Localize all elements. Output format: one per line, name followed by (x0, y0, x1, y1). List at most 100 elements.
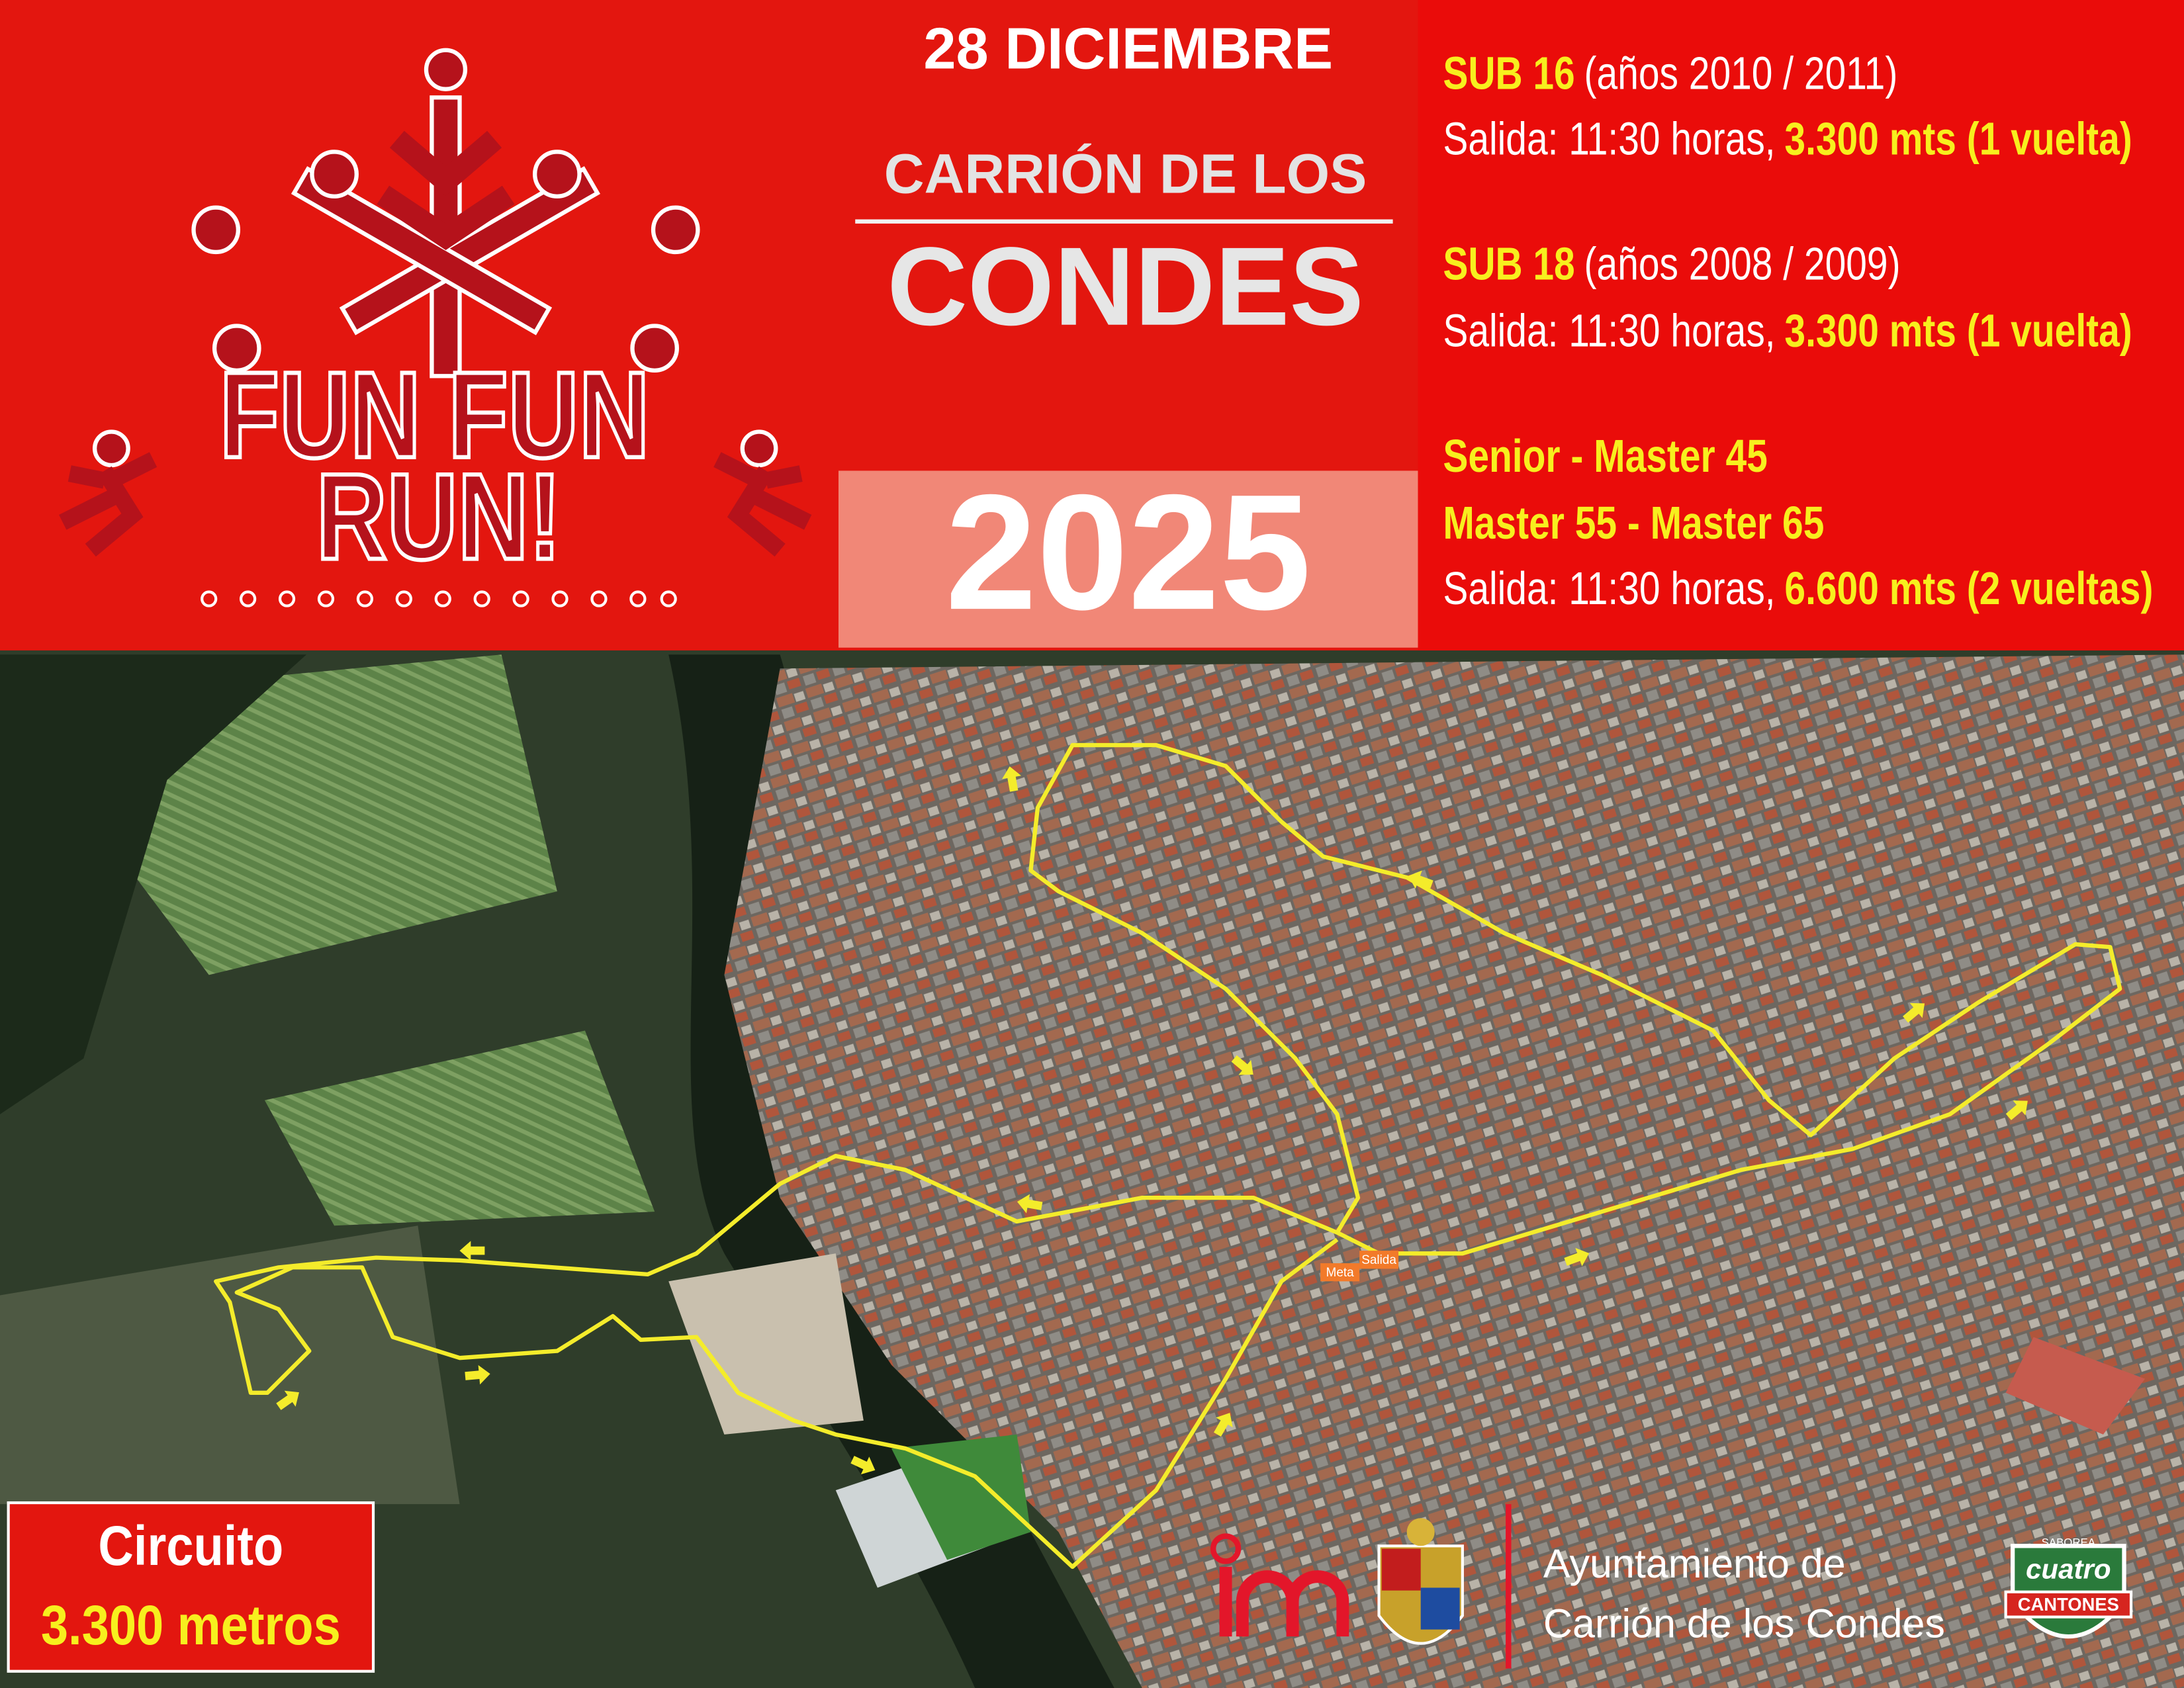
logo (59, 48, 812, 557)
start-time: Salida: 11:30 horas, (1443, 564, 1775, 615)
logo-part-part (651, 205, 700, 255)
category-name: Senior - Master 45 (1443, 431, 1767, 482)
direction-arrows-part (276, 1390, 299, 1411)
logo-title: FUN FUN (220, 346, 650, 484)
logo-title: RUN! (316, 448, 561, 586)
logo-part-part (310, 150, 359, 199)
logo-dots-part (434, 590, 451, 607)
sponsor-logos-part (1381, 1548, 1421, 1591)
category-years: (años 2010 / 2011) (1584, 48, 1898, 99)
sponsor-logos (1210, 1504, 1512, 1669)
logo-dots-part (512, 590, 529, 607)
logo-dots-part (356, 590, 374, 607)
sponsor-logos-part-part (1219, 1566, 1349, 1637)
brand-tagline: SABOREA (2042, 1536, 2096, 1549)
town-name: CONDES (887, 224, 1363, 349)
finish-label: Meta (1326, 1266, 1355, 1280)
distance: 3.300 mts (1 vuelta) (1784, 306, 2132, 357)
logo-dots-part (239, 590, 257, 607)
info-panel (1418, 0, 2184, 650)
logo-part-part (377, 185, 515, 251)
finish-marker (1320, 1263, 1360, 1282)
logo-part-part (630, 324, 679, 373)
council-name: Carrión de los Condes (1543, 1601, 1945, 1646)
map-part (668, 1253, 864, 1435)
year-box (838, 470, 1418, 648)
logo-dots-part (317, 590, 335, 607)
logo-part-part (389, 130, 502, 196)
map-part (891, 1434, 1031, 1560)
brand-badge-part (2004, 1590, 2133, 1619)
logo-dots-part (660, 590, 677, 607)
brand-name: cuatro (2026, 1553, 2111, 1584)
map-part (2005, 1337, 2146, 1435)
direction-arrows-part (1408, 870, 1433, 889)
category-name: SUB 18 (1443, 239, 1574, 290)
direction-arrows-part (1564, 1247, 1590, 1266)
distance: 3.300 mts (1 vuelta) (1784, 114, 2132, 165)
logo-part-part (424, 48, 468, 91)
logo-dots-part (395, 590, 412, 607)
map-part (264, 1030, 655, 1226)
start-time: Salida: 11:30 horas, (1443, 306, 1775, 357)
direction-arrows-part (459, 1241, 485, 1261)
logo-dots (201, 590, 677, 607)
category-line: Salida: 11:30 horas, 6.600 mts (2 vueltas… (1443, 564, 2153, 615)
logo-part-part (59, 452, 158, 557)
start-label: Salida (1361, 1253, 1396, 1267)
logo-part-part (533, 150, 582, 199)
sponsor-logos-part (1406, 1518, 1435, 1546)
direction-arrows-part (465, 1365, 490, 1385)
map-part (0, 654, 307, 1114)
circuit-box (7, 1501, 375, 1673)
start-marker (1359, 1251, 1399, 1269)
category-line: SUB 18 (años 2008 / 2009) (1443, 239, 1900, 290)
category-line: SUB 16 (años 2010 / 2011) (1443, 48, 1897, 99)
sponsor-logos-part (1210, 1533, 1349, 1637)
direction-arrows-part (1903, 1002, 1925, 1023)
category-name: Master 55 - Master 65 (1443, 498, 1824, 549)
category-years: (años 2008 / 2009) (1584, 239, 1901, 290)
brand-name: CANTONES (2018, 1594, 2119, 1615)
map-part (724, 654, 2184, 1688)
logo-dots-part (551, 590, 569, 607)
circuit-length: 3.300 metros (41, 1593, 341, 1656)
event-date: 28 DICIEMBRE (923, 15, 1333, 81)
council-name: Ayuntamiento de (1543, 1541, 1846, 1586)
logo-part (59, 429, 158, 557)
logo-part-part (713, 452, 812, 557)
logo-part-part (212, 324, 261, 373)
route (214, 742, 2122, 1570)
direction-arrows-part (1231, 1055, 1253, 1075)
category-line: Salida: 11:30 horas, 3.300 mts (1 vuelta) (1443, 306, 2132, 357)
direction-arrows-part (1017, 1194, 1043, 1214)
category-line: Salida: 11:30 horas, 3.300 mts (1 vuelta) (1443, 114, 2132, 165)
categories: SUB 16 (años 2010 / 2011) Salida: 11:30 h… (1443, 48, 2153, 614)
distance: 6.600 mts (2 vueltas) (1784, 564, 2153, 615)
logo-part (191, 48, 700, 378)
logo-part (713, 429, 812, 557)
brand-badge (2004, 1544, 2133, 1639)
event-year: 2025 (945, 460, 1310, 644)
direction-arrows (276, 766, 2028, 1475)
sponsor-logos-part-part (1210, 1533, 1242, 1564)
start-time: Salida: 11:30 horas, (1443, 114, 1775, 165)
logo-part-part (191, 205, 241, 255)
town-name: CARRIÓN DE LOS (884, 143, 1367, 205)
logo-dots-part (473, 590, 490, 607)
direction-arrows-part (1213, 1413, 1233, 1437)
logo-dots-part (629, 590, 647, 607)
logo-part-part (740, 429, 778, 468)
logo-dots-part (201, 590, 218, 607)
logo-part-part (92, 429, 130, 468)
direction-arrows-part (1001, 766, 1021, 792)
sponsor-logos-part (1420, 1587, 1460, 1630)
logo-dots-part (590, 590, 608, 607)
circuit-label: Circuito (98, 1514, 283, 1576)
logo-dots-part (278, 590, 296, 607)
direction-arrows-part (850, 1456, 876, 1475)
category-name: SUB 16 (1443, 48, 1574, 99)
direction-arrows-part (2005, 1100, 2028, 1120)
